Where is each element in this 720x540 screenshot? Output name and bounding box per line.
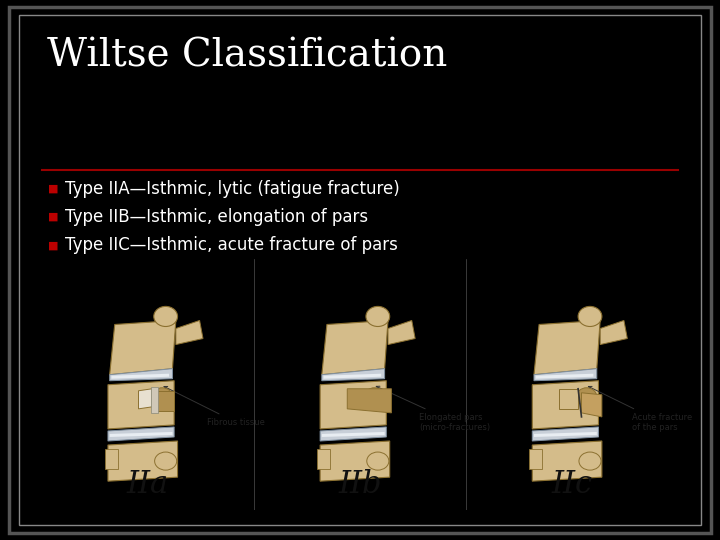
Ellipse shape (366, 452, 389, 470)
Polygon shape (534, 369, 597, 381)
Polygon shape (600, 320, 627, 345)
Polygon shape (112, 374, 169, 379)
Text: IIa: IIa (127, 469, 169, 500)
Polygon shape (317, 449, 330, 469)
Text: Elongated pars
(micro-fractures): Elongated pars (micro-fractures) (377, 386, 490, 432)
Polygon shape (109, 320, 176, 375)
Text: ■: ■ (48, 212, 58, 222)
Polygon shape (108, 441, 178, 481)
Polygon shape (176, 320, 203, 345)
Polygon shape (108, 427, 174, 441)
Polygon shape (320, 427, 387, 441)
Polygon shape (157, 391, 174, 411)
Text: ■: ■ (48, 240, 58, 250)
Polygon shape (532, 381, 598, 429)
Polygon shape (582, 393, 602, 417)
Polygon shape (109, 369, 173, 381)
Polygon shape (108, 381, 174, 429)
Polygon shape (322, 432, 384, 437)
Ellipse shape (154, 306, 178, 327)
Polygon shape (104, 449, 118, 469)
Text: Acute fracture
of the pars: Acute fracture of the pars (588, 387, 692, 432)
Polygon shape (323, 374, 381, 379)
Polygon shape (138, 389, 152, 409)
Text: Wiltse Classification: Wiltse Classification (47, 38, 447, 75)
Text: Type IIC—Isthmic, acute fracture of pars: Type IIC—Isthmic, acute fracture of pars (65, 236, 397, 254)
Ellipse shape (578, 306, 602, 327)
Polygon shape (388, 320, 415, 345)
Text: IIb: IIb (338, 469, 382, 500)
Ellipse shape (577, 388, 597, 406)
Polygon shape (534, 432, 597, 437)
Ellipse shape (152, 388, 173, 406)
Polygon shape (536, 374, 593, 379)
Text: Fibrous tissue: Fibrous tissue (164, 387, 265, 427)
Polygon shape (347, 389, 392, 413)
Polygon shape (320, 441, 390, 481)
Ellipse shape (579, 452, 601, 470)
Text: Type IIA—Isthmic, lytic (fatigue fracture): Type IIA—Isthmic, lytic (fatigue fractur… (65, 180, 400, 198)
Text: IIc: IIc (552, 469, 593, 500)
Polygon shape (320, 381, 387, 429)
Polygon shape (529, 449, 542, 469)
Ellipse shape (155, 452, 176, 470)
Polygon shape (322, 320, 388, 375)
Polygon shape (109, 432, 173, 437)
Ellipse shape (366, 306, 390, 327)
Polygon shape (151, 387, 158, 413)
Polygon shape (322, 369, 384, 381)
Polygon shape (534, 320, 600, 375)
Text: Type IIB—Isthmic, elongation of pars: Type IIB—Isthmic, elongation of pars (65, 208, 368, 226)
Ellipse shape (364, 388, 384, 406)
Polygon shape (532, 427, 598, 441)
Polygon shape (559, 389, 578, 409)
Text: ■: ■ (48, 184, 58, 194)
Polygon shape (532, 441, 602, 481)
